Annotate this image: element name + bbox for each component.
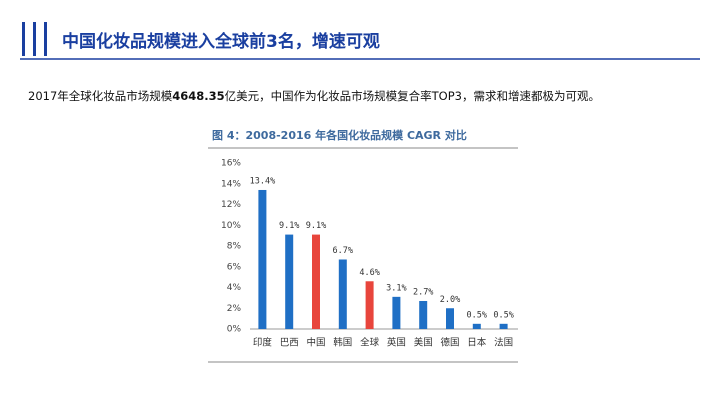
value-label: 4.6% [359, 268, 379, 278]
bar [419, 300, 428, 329]
y-tick-label: 14% [221, 179, 241, 189]
bar [472, 323, 481, 329]
value-label: 3.1% [386, 283, 406, 293]
chart-title: 图 4：2008-2016 年各国化妆品规模 CAGR 对比 [212, 128, 467, 142]
value-label: 6.7% [333, 246, 353, 256]
value-label: 9.1% [306, 221, 326, 231]
x-tick-label: 印度 [253, 337, 273, 349]
y-tick-label: 10% [221, 221, 241, 231]
bar [338, 259, 347, 329]
y-tick-label: 8% [227, 242, 242, 252]
x-tick-label: 日本 [467, 337, 487, 349]
value-label: 13.4% [250, 176, 276, 186]
y-tick-label: 6% [227, 262, 242, 272]
bar [446, 308, 454, 329]
bar [285, 234, 294, 329]
text-bold: 4648.35 [172, 89, 224, 103]
bar [365, 281, 374, 329]
text: 2017年全球化妆品市场规模 [28, 89, 173, 103]
x-tick-label: 韩国 [333, 337, 352, 349]
value-label: 0.5% [493, 310, 513, 320]
x-tick-label: 巴西 [280, 338, 299, 349]
value-label: 2.0% [440, 295, 460, 305]
header-bar [44, 22, 47, 56]
x-tick-label: 美国 [414, 337, 433, 349]
x-tick-label: 中国 [306, 337, 325, 349]
bar [499, 323, 508, 329]
x-tick-label: 法国 [494, 337, 513, 349]
x-tick-label: 德国 [440, 337, 459, 349]
y-tick-label: 16% [221, 159, 241, 169]
y-tick-label: 4% [227, 283, 242, 293]
value-label: 2.7% [413, 287, 433, 297]
x-tick-label: 英国 [387, 337, 406, 349]
value-label: 0.5% [467, 310, 487, 320]
text: 亿美元，中国作为化妆品市场规模复合率TOP3，需求和增速都极为可观。 [225, 89, 600, 103]
body-text: 2017年全球化妆品市场规模4648.35亿美元，中国作为化妆品市场规模复合率T… [28, 89, 600, 103]
bar [258, 189, 267, 329]
value-label: 9.1% [279, 221, 299, 231]
y-tick-label: 0% [227, 325, 242, 335]
header-bar [22, 22, 25, 56]
bar [392, 296, 401, 329]
x-tick-label: 全球 [360, 337, 380, 349]
header-bar [33, 22, 36, 56]
bar [312, 234, 320, 329]
y-tick-label: 2% [227, 304, 242, 314]
y-tick-label: 12% [221, 200, 241, 210]
slide-title: 中国化妆品规模进入全球前3名，增速可观 [62, 31, 380, 52]
